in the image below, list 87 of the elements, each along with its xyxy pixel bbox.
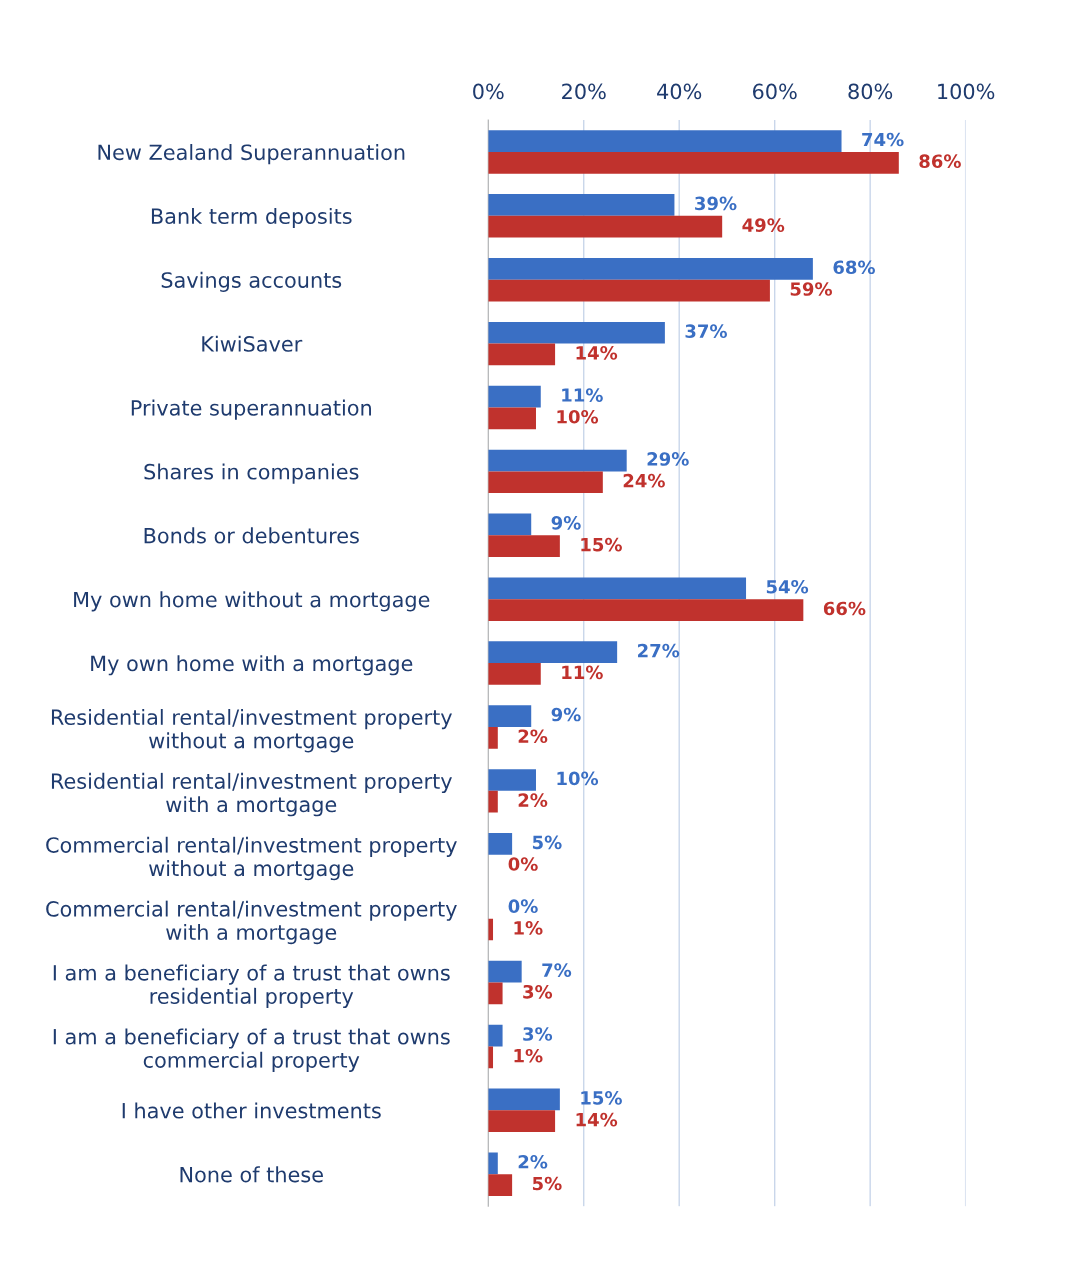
y-tick-label: Residential rental/investment property with a mortgage (51, 772, 452, 817)
bar (488, 641, 618, 664)
y-tick-label: Private superannuation (131, 399, 371, 420)
data-label: 29% (647, 452, 689, 466)
x-tick-label: 80% (848, 83, 893, 100)
data-label: 15% (581, 1091, 622, 1105)
y-tick-label: I have other investments (122, 1102, 381, 1119)
bar (488, 279, 770, 302)
bar (488, 1110, 556, 1133)
data-label: 39% (695, 196, 737, 211)
data-label: 54% (766, 579, 809, 594)
bar (488, 960, 522, 983)
data-label: 68% (833, 260, 875, 275)
bar (488, 577, 747, 600)
data-label: 3% (523, 984, 553, 999)
bar (488, 343, 556, 366)
y-tick-label: Commercial rental/investment property without a mortgage (46, 836, 457, 881)
y-tick-label: New Zealand Superannuation (98, 144, 405, 165)
data-label: 37% (685, 324, 727, 338)
y-tick-label: Savings accounts (161, 271, 342, 292)
bar (488, 1024, 503, 1047)
x-tick-label: 0% (473, 83, 504, 100)
bar (488, 449, 627, 472)
data-label: 2% (518, 729, 548, 744)
data-label: 24% (623, 473, 665, 488)
data-label: 1% (514, 1048, 543, 1063)
bar (488, 151, 899, 174)
data-label: 11% (562, 665, 603, 680)
bar (488, 1174, 513, 1196)
data-label: 10% (557, 771, 599, 786)
y-tick-label: Bonds or debentures (144, 527, 359, 544)
data-label: 15% (581, 537, 622, 552)
data-label: 14% (576, 346, 618, 360)
data-label: 14% (576, 1112, 618, 1127)
data-label: 9% (551, 707, 581, 722)
data-label: 11% (562, 388, 603, 402)
data-label: 49% (742, 218, 785, 232)
bar (488, 663, 541, 685)
bar (488, 513, 532, 536)
bar (488, 790, 498, 813)
data-label: 10% (557, 409, 599, 424)
x-tick-label: 100% (938, 83, 995, 100)
x-tick-label: 20% (562, 83, 606, 100)
bar (488, 471, 603, 494)
bar (488, 385, 541, 408)
y-tick-label: My own home without a mortgage (74, 591, 430, 612)
data-label: 86% (919, 154, 961, 169)
bar (488, 982, 503, 1005)
bar (488, 833, 513, 855)
bar (488, 599, 804, 621)
x-tick-label: 40% (657, 83, 702, 100)
y-tick-label: Residential rental/investment property without a mortgage (51, 708, 452, 753)
data-label: 9% (551, 516, 581, 530)
data-label: 1% (514, 921, 543, 935)
data-label: 0% (508, 857, 538, 871)
y-tick-label: Bank term deposits (151, 207, 352, 229)
y-tick-label: Shares in companies (144, 463, 359, 484)
data-label: 0% (508, 899, 538, 914)
bar (488, 535, 560, 558)
x-tick-label: 60% (752, 83, 797, 100)
data-label: 2% (518, 1154, 548, 1169)
bar (488, 130, 842, 152)
bar (488, 215, 723, 238)
y-tick-label: None of these (180, 1166, 323, 1183)
data-label: 5% (532, 1176, 562, 1191)
data-label: 74% (862, 132, 904, 147)
data-label: 5% (532, 835, 562, 850)
bar (488, 705, 532, 727)
bar (488, 1152, 498, 1175)
y-tick-label: My own home with a mortgage (91, 655, 413, 676)
bar (488, 321, 665, 344)
y-tick-label: KiwiSaver (202, 335, 303, 352)
bar (488, 194, 675, 216)
bar (488, 726, 498, 749)
data-label: 66% (823, 601, 866, 616)
data-label: 3% (523, 1027, 553, 1041)
y-tick-label: I am a beneficiary of a trust that owns residential property (53, 964, 450, 1009)
data-label: 7% (542, 963, 572, 977)
bar (488, 257, 813, 280)
data-label: 2% (518, 793, 548, 807)
data-label: 59% (790, 282, 832, 296)
bar (488, 769, 536, 791)
bar (488, 1088, 560, 1111)
y-tick-label: Commercial rental/investment property with a mortgage (46, 900, 457, 945)
bar (488, 407, 536, 430)
data-label: 27% (638, 643, 680, 658)
y-tick-label: I am a beneficiary of a trust that owns commercial property (53, 1028, 450, 1072)
